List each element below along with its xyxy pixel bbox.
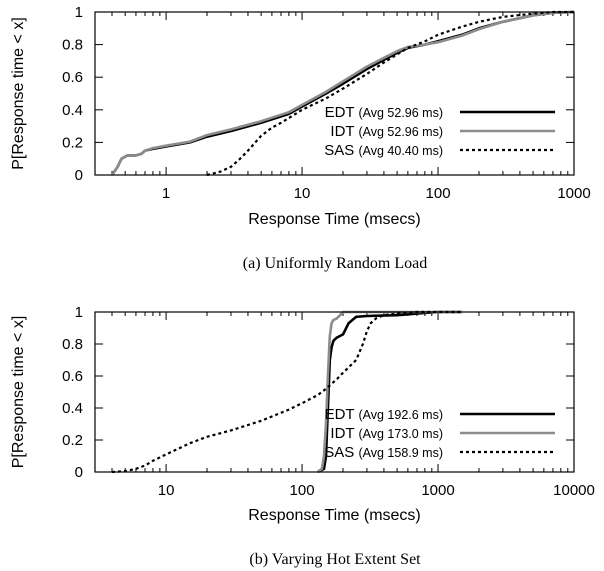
legend-entry-idt: IDT (Avg 173.0 ms): [330, 425, 443, 442]
legend-entry-idt: IDT (Avg 52.96 ms): [330, 123, 443, 140]
legend-series-note: (Avg 173.0 ms): [358, 427, 443, 441]
x-tick-label: 1: [162, 185, 170, 202]
x-tick-label: 10000: [553, 482, 595, 499]
legend-entry-sas: SAS (Avg 40.40 ms): [324, 142, 443, 159]
x-axis-title: Response Time (msecs): [248, 507, 421, 524]
x-tick-label: 100: [290, 482, 315, 499]
plot-frame: [94, 11, 575, 176]
figure-caption: (a) Uniformly Random Load: [243, 255, 427, 272]
legend-series-note: (Avg 192.6 ms): [358, 408, 443, 422]
y-tick-label: 0.4: [62, 400, 83, 417]
legend-series-note: (Avg 52.96 ms): [358, 106, 443, 120]
legend-series-name: SAS: [324, 142, 358, 159]
legend-entry-edt: EDT (Avg 192.6 ms): [325, 406, 443, 423]
x-tick-label: 1000: [557, 185, 590, 202]
y-tick-label: 0.6: [62, 368, 83, 385]
legend-entry-edt: EDT (Avg 52.96 ms): [325, 104, 443, 121]
series-line-idt: [110, 10, 574, 176]
series-line-edt: [317, 310, 462, 474]
y-tick-label: 0.8: [62, 336, 83, 353]
x-tick-label: 1000: [421, 482, 454, 499]
y-tick-label: 0.8: [62, 37, 83, 54]
x-tick-label: 100: [426, 185, 451, 202]
legend-series-name: IDT: [330, 425, 358, 442]
series-line-sas: [206, 10, 574, 177]
legend-series-note: (Avg 158.9 ms): [358, 446, 443, 460]
legend-series-note: (Avg 52.96 ms): [358, 125, 443, 139]
x-axis-title: Response Time (msecs): [248, 211, 421, 228]
y-tick-label: 0.2: [62, 134, 83, 151]
series-line-sas: [111, 310, 462, 474]
legend-entry-sas: SAS (Avg 158.9 ms): [324, 444, 443, 461]
legend-series-name: IDT: [330, 123, 358, 140]
legend-series-name: EDT: [325, 406, 359, 423]
chart-uniformly-random-load: 1 10 100 1000 0 0.2 0.4 0.6 0.8 1 EDT (Avg 52.96 m…: [10, 4, 591, 272]
y-axis-title: P[Response time < x]: [10, 316, 27, 469]
y-tick-label: 0.2: [62, 432, 83, 449]
y-tick-label: 1: [75, 4, 83, 21]
figure-caption: (b) Varying Hot Extent Set: [249, 551, 421, 568]
y-tick-label: 0.4: [62, 102, 83, 119]
legend-series-note: (Avg 40.40 ms): [358, 144, 443, 158]
legend-series-name: EDT: [325, 104, 359, 121]
x-tick-label: 10: [158, 482, 175, 499]
plot-frame: [94, 311, 575, 473]
y-tick-label: 0.6: [62, 69, 83, 86]
y-tick-label: 1: [75, 304, 83, 321]
y-axis-title: P[Response time < x]: [10, 17, 27, 170]
x-tick-label: 10: [294, 185, 311, 202]
legend-series-name: SAS: [324, 444, 358, 461]
chart-varying-hot-extent-set: 10 100 1000 10000 0 0.2 0.4 0.6 0.8 1 EDT (Avg 192…: [10, 304, 595, 568]
y-tick-label: 0: [75, 464, 83, 481]
y-tick-label: 0: [75, 167, 83, 184]
